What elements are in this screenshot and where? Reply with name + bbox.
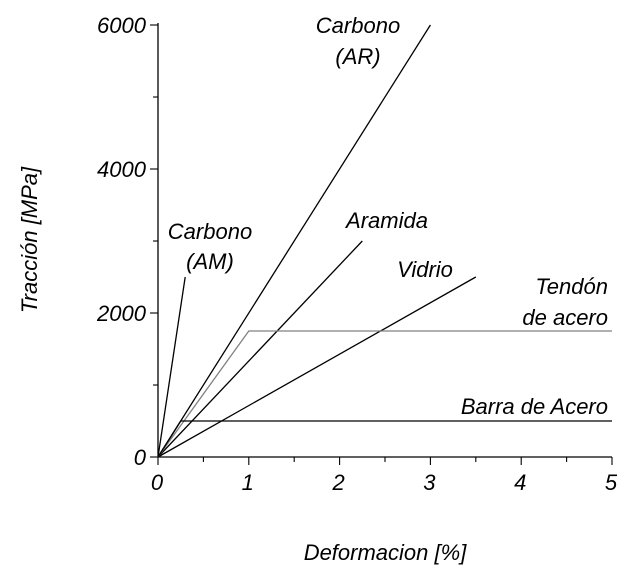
series-label-line: (AR)	[335, 44, 380, 69]
x-tick-label: 5	[605, 470, 617, 495]
x-tick-label: 4	[514, 470, 526, 495]
x-tick-label: 3	[423, 470, 436, 495]
series-label-aramida: Aramida	[344, 208, 428, 233]
series-label-line: Barra de Acero	[461, 394, 608, 419]
series-label-tend-n-de-acero: Tendón de acero	[522, 274, 608, 330]
series-label-carbono-ar: Carbono (AR)	[316, 13, 400, 69]
y-tick-label: 6000	[97, 13, 147, 38]
series-label-line: Vidrio	[397, 257, 453, 282]
series-label-carbono-am: Carbono (AM)	[168, 219, 252, 274]
series-label-line: Aramida	[344, 208, 428, 233]
y-tick-label: 2000	[96, 301, 147, 326]
series-label-line: Carbono	[316, 13, 400, 38]
x-tick-label: 2	[331, 470, 344, 495]
series-line-barra-de-acero	[157, 420, 612, 458]
series-line-tend-n-de-acero	[157, 330, 612, 458]
series-label-line: Tendón	[535, 274, 608, 299]
y-tick-label: 0	[134, 445, 147, 470]
series-line-vidrio	[157, 276, 477, 458]
series-labels: Carbono (AM) Carbono (AR) Aramida Vidrio Tendó…	[168, 13, 608, 419]
series-label-line: Carbono	[168, 219, 252, 244]
ticks: 0 2000 4000 6000 0 1 2 3 4 5	[96, 13, 617, 495]
series	[157, 24, 612, 458]
x-tick-label: 0	[151, 470, 164, 495]
series-label-barra-de-acero: Barra de Acero	[461, 394, 608, 419]
y-axis-title: Tracción [MPa]	[17, 166, 42, 313]
x-tick-label: 1	[242, 470, 254, 495]
series-label-line: (AM)	[186, 249, 234, 274]
series-label-line: de acero	[522, 305, 608, 330]
series-line-carbono-am	[157, 276, 186, 458]
series-line-carbono-ar	[157, 24, 431, 458]
y-tick-label: 4000	[97, 157, 147, 182]
x-axis-title: Deformacion [%]	[304, 540, 468, 565]
series-label-vidrio: Vidrio	[397, 257, 453, 282]
